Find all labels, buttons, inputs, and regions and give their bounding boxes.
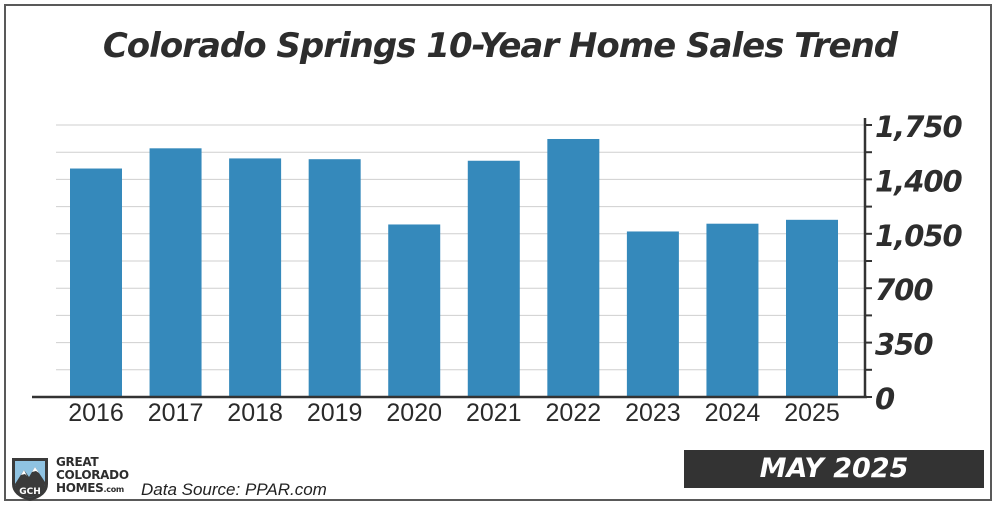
logo-wordmark: Great Colorado Homes.com [56, 456, 129, 496]
x-tick-label: 2025 [784, 399, 840, 427]
x-tick-label: 2021 [466, 399, 522, 427]
mountain-badge-icon: GCH [12, 458, 48, 501]
bar-2016 [70, 168, 122, 397]
x-tick-label: 2024 [705, 399, 761, 427]
logo-badge-text: GCH [19, 487, 41, 497]
y-tick-label: 350 [875, 328, 933, 362]
y-tick-label: 0 [875, 382, 895, 416]
logo-line-1: Great [56, 455, 99, 469]
logo-line-3-suffix: .com [103, 485, 125, 494]
x-tick-label: 2023 [625, 399, 681, 427]
bar-2024 [706, 223, 759, 397]
company-logo: GCH Great Colorado Homes.com [8, 452, 138, 504]
x-tick-label: 2020 [386, 399, 442, 427]
y-tick-label: 1,050 [875, 219, 963, 253]
x-tick-label: 2017 [148, 399, 204, 427]
x-tick-label: 2022 [546, 399, 602, 427]
bar-2017 [149, 148, 202, 397]
logo-line-3: Homes.com [56, 482, 129, 496]
y-tick-label: 1,400 [875, 164, 963, 198]
bar-2021 [467, 160, 520, 397]
data-source: Data Source: PPAR.com [141, 480, 327, 499]
x-tick-label: 2019 [307, 399, 363, 427]
bar-2020 [388, 224, 441, 397]
bar-2018 [229, 158, 282, 397]
date-badge: MAY 2025 [684, 450, 984, 488]
bar-2025 [786, 219, 838, 397]
y-tick-label: 1,750 [875, 110, 963, 144]
x-tick-label: 2018 [227, 399, 283, 427]
y-tick-label: 700 [875, 273, 933, 307]
logo-line-2: Colorado [56, 468, 129, 482]
x-tick-label: 2016 [68, 399, 124, 427]
chart-title: Colorado Springs 10-Year Home Sales Tren… [102, 26, 898, 66]
bar-2023 [626, 231, 679, 397]
bar-2022 [547, 138, 600, 397]
logo-line-3-word: Homes [56, 481, 104, 495]
bar-2019 [308, 159, 361, 397]
